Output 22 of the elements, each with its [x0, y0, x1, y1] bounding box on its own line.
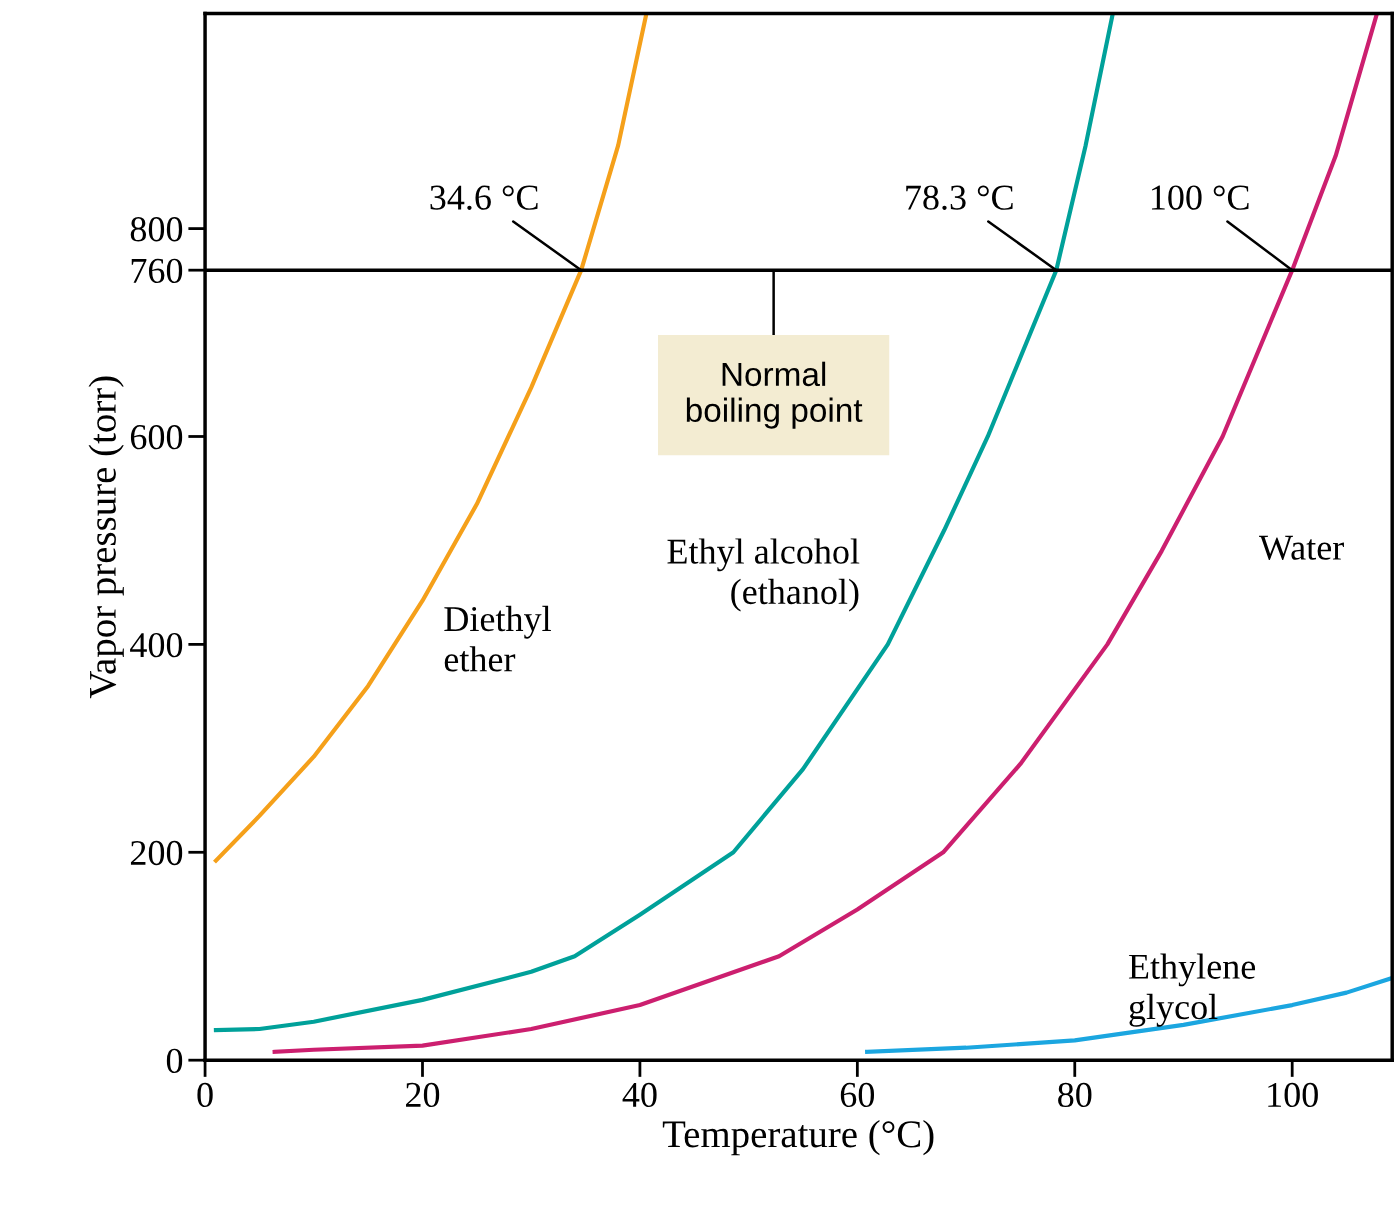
y-tick-label: 600 [130, 425, 183, 450]
y-axis-title: Vapor pressure (torr) [88, 376, 124, 699]
x-tick-label: 40 [622, 1082, 657, 1108]
annotation: 34.6 °C [430, 185, 538, 210]
series-label: Diethyl ether [444, 605, 551, 672]
x-tick-label: 100 [1268, 1082, 1318, 1108]
annotation: 100 °C [1151, 185, 1249, 210]
series-label: Ethyl alcohol (ethanol) [667, 538, 860, 612]
annotation: 78.3 °C [906, 185, 1013, 210]
y-tick-label: 400 [130, 632, 183, 658]
y-tick-label: 200 [130, 840, 183, 866]
series-label: Ethylene glycol [1128, 953, 1256, 1027]
annotation: Normal boiling point [686, 361, 863, 429]
y-tick-label: 760 [131, 258, 183, 284]
x-tick-label: 60 [840, 1082, 875, 1108]
y-tick-label: 0 [166, 1048, 183, 1074]
x-tick-label: 80 [1058, 1082, 1092, 1108]
x-tick-label: 0 [197, 1082, 213, 1108]
x-tick-label: 20 [406, 1082, 440, 1108]
x-axis-title: Temperature (°C) [662, 1120, 934, 1156]
text: Water [1258, 535, 1344, 561]
y-tick-label: 800 [130, 217, 183, 242]
